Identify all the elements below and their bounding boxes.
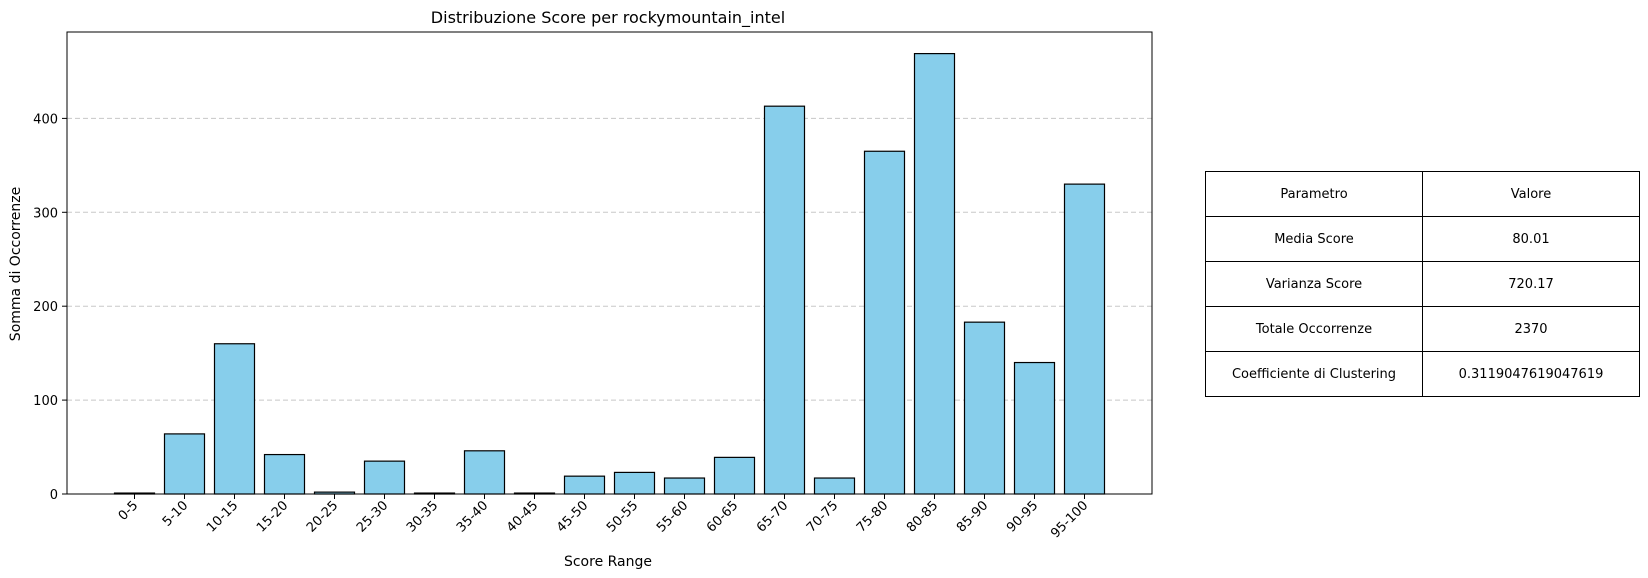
x-tick-label: 35-40 — [454, 498, 491, 535]
x-tick-label: 0-5 — [116, 498, 142, 524]
bar-60-65 — [713, 456, 756, 495]
x-tick-label: 40-45 — [504, 498, 541, 535]
x-tick-label: 45-50 — [554, 498, 591, 535]
x-tick-label: 80-85 — [904, 498, 941, 535]
table-header-cell: Parametro — [1205, 171, 1423, 217]
bar-5-10 — [163, 433, 206, 495]
bar-15-20 — [263, 453, 306, 495]
bar-65-70 — [763, 105, 806, 495]
y-axis-label: Somma di Occorrenze — [8, 187, 24, 341]
bar-chart: 0 100 200 300 400 0-5 5-10 10-15 15-20 20-25 25-3… — [8, 8, 1153, 570]
y-tick-label: 300 — [33, 206, 58, 221]
x-tick-label: 30-35 — [404, 498, 441, 535]
y-tick-label: 0 — [50, 488, 58, 503]
bar-10-15 — [213, 343, 256, 495]
table-row: Coefficiente di Clustering 0.31190476190… — [1205, 351, 1640, 397]
x-tick-label: 75-80 — [854, 498, 891, 535]
bar-85-90 — [963, 321, 1006, 495]
table-header-cell: Valore — [1422, 171, 1640, 217]
bars — [113, 52, 1106, 495]
table-cell: Varianza Score — [1205, 261, 1423, 307]
table-row: Totale Occorrenze 2370 — [1205, 306, 1640, 352]
y-tick-label: 200 — [33, 300, 58, 315]
x-ticks: 0-5 5-10 10-15 15-20 20-25 25-30 30-35 35-40 40-… — [116, 494, 1091, 541]
table-cell: 80.01 — [1422, 216, 1640, 262]
x-tick-label: 60-65 — [704, 498, 741, 535]
table-cell: Media Score — [1205, 216, 1423, 262]
stats-table: Parametro Valore Media Score 80.01 Varia… — [1205, 171, 1640, 397]
table-header-row: Parametro Valore — [1205, 171, 1640, 217]
table-cell: 720.17 — [1422, 261, 1640, 307]
table-cell: Totale Occorrenze — [1205, 306, 1423, 352]
table-cell: Coefficiente di Clustering — [1205, 351, 1423, 397]
bar-55-60 — [663, 477, 706, 495]
bar-45-50 — [563, 475, 606, 495]
y-tick-label: 100 — [33, 394, 58, 409]
table-cell: 2370 — [1422, 306, 1640, 352]
x-tick-label: 20-25 — [304, 498, 341, 535]
bar-75-80 — [863, 150, 906, 495]
chart-title: Distribuzione Score per rockymountain_in… — [431, 8, 785, 28]
bar-95-100 — [1063, 183, 1106, 495]
table-cell: 0.3119047619047619 — [1422, 351, 1640, 397]
bar-50-55 — [613, 471, 656, 495]
x-tick-label: 15-20 — [254, 498, 291, 535]
bar-35-40 — [463, 450, 506, 495]
x-tick-label: 65-70 — [754, 498, 791, 535]
table-row: Media Score 80.01 — [1205, 216, 1640, 262]
x-tick-label: 85-90 — [954, 498, 991, 535]
x-tick-label: 10-15 — [204, 498, 241, 535]
x-axis-label: Score Range — [564, 554, 652, 570]
bar-70-75 — [813, 477, 856, 495]
y-tick-label: 400 — [33, 112, 58, 127]
bar-25-30 — [363, 460, 406, 495]
x-tick-label: 25-30 — [354, 498, 391, 535]
bar-80-85 — [913, 52, 956, 495]
bar-90-95 — [1013, 361, 1056, 495]
table-row: Varianza Score 720.17 — [1205, 261, 1640, 307]
x-tick-label: 50-55 — [604, 498, 641, 535]
y-ticks: 0 100 200 300 400 — [33, 112, 67, 503]
plot-frame — [66, 31, 1153, 495]
x-tick-label: 5-10 — [160, 498, 191, 529]
x-tick-label: 70-75 — [804, 498, 841, 535]
x-tick-label: 55-60 — [654, 498, 691, 535]
x-tick-label: 95-100 — [1048, 498, 1091, 541]
x-tick-label: 90-95 — [1004, 498, 1041, 535]
